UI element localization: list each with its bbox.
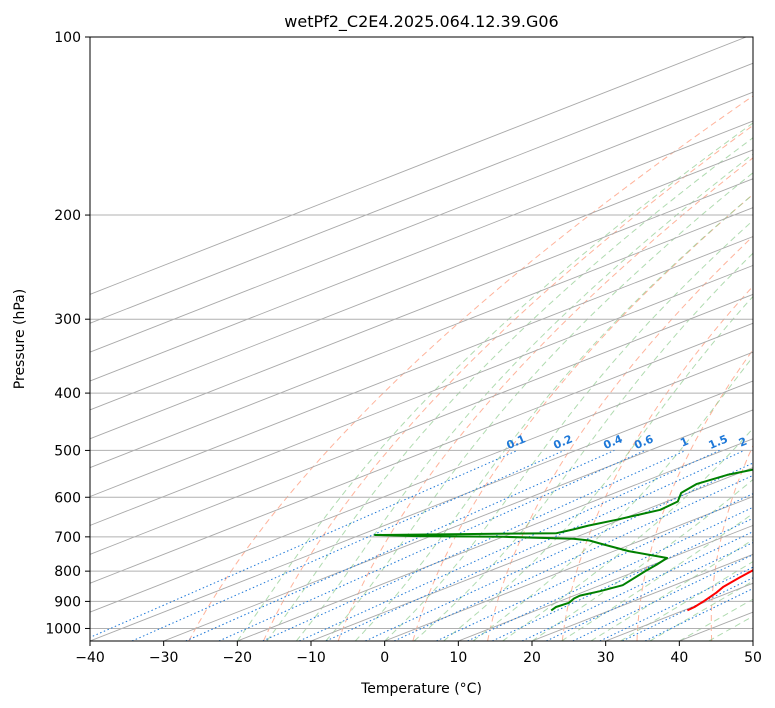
moist-adiabat-line bbox=[354, 193, 753, 641]
y-tick-label: 200 bbox=[54, 208, 81, 224]
y-tick-label: 100 bbox=[54, 30, 81, 46]
isotherm-line bbox=[90, 322, 753, 584]
y-tick-label: 1000 bbox=[45, 621, 81, 637]
moist-adiabat-line bbox=[325, 172, 753, 641]
chart-title: wetPf2_C2E4.2025.064.12.39.G06 bbox=[284, 12, 558, 32]
mixing-ratio-line bbox=[599, 566, 753, 641]
y-tick-label: 900 bbox=[54, 594, 81, 610]
mixing-ratio-line bbox=[325, 449, 745, 641]
moist-adiabat-line bbox=[649, 580, 753, 641]
y-tick-label: 700 bbox=[54, 530, 81, 546]
dewpoint-profile-line bbox=[374, 468, 753, 612]
dry-adiabat-line bbox=[636, 349, 753, 641]
dry-adiabat-line bbox=[263, 124, 753, 641]
x-axis-label: Temperature (°C) bbox=[360, 681, 482, 697]
isotherm-line bbox=[90, 380, 753, 641]
isotherm-line bbox=[90, 37, 747, 295]
mixing-ratio-line bbox=[365, 462, 753, 641]
mixing-ratio-line bbox=[262, 449, 686, 641]
isotherm-line bbox=[163, 409, 753, 641]
isotherm-line bbox=[90, 178, 753, 440]
moist-adiabat-line bbox=[620, 560, 753, 641]
x-tick-label: −40 bbox=[75, 650, 105, 666]
mixing-ratio-line bbox=[644, 587, 753, 641]
isotherm-line bbox=[458, 524, 753, 641]
x-tick-label: 10 bbox=[449, 650, 467, 666]
y-tick-label: 800 bbox=[54, 564, 81, 580]
isotherm-line bbox=[90, 62, 753, 324]
plot-frame bbox=[89, 36, 754, 642]
mixing-ratio-line bbox=[131, 449, 565, 641]
mixing-ratio-line bbox=[467, 506, 753, 641]
isotherm-line bbox=[90, 91, 753, 353]
y-tick-label: 400 bbox=[54, 386, 81, 402]
axes-ticks: −40 −30 −20 −10 0 10 20 30 40 50 100 200 300 400 500 60… bbox=[45, 30, 762, 666]
skewt-background-lines bbox=[90, 37, 753, 641]
x-tick-label: 20 bbox=[523, 650, 541, 666]
moist-adiabat-line bbox=[472, 355, 753, 641]
moist-adiabat-line bbox=[236, 122, 753, 641]
moist-adiabat-line bbox=[384, 219, 753, 641]
y-tick-label: 600 bbox=[54, 490, 81, 506]
mixing-ratio-line bbox=[299, 449, 720, 641]
isotherm-line bbox=[90, 120, 753, 382]
isotherm-line bbox=[90, 351, 753, 613]
y-tick-label: 500 bbox=[54, 443, 81, 459]
x-tick-label: −30 bbox=[149, 650, 179, 666]
dry-adiabat-line bbox=[561, 285, 753, 641]
dry-adiabat-line bbox=[337, 157, 753, 641]
x-tick-label: 50 bbox=[744, 650, 762, 666]
isotherm-line bbox=[237, 438, 753, 641]
moist-adiabat-line bbox=[266, 137, 753, 641]
dry-adiabat-line bbox=[188, 95, 753, 641]
x-tick-label: 30 bbox=[597, 650, 615, 666]
isotherm-line bbox=[90, 149, 753, 411]
isotherm-line bbox=[90, 207, 753, 469]
isotherm-line bbox=[90, 236, 753, 498]
skewt-line-labels: 0.10.20.40.611.52346810131620253036−100−… bbox=[505, 432, 749, 452]
x-tick-label: −20 bbox=[223, 650, 253, 666]
isotherm-line bbox=[90, 264, 753, 526]
isotherm-line bbox=[384, 496, 753, 641]
x-tick-label: 0 bbox=[380, 650, 389, 666]
x-tick-label: −10 bbox=[296, 650, 326, 666]
mixing-ratio-line bbox=[90, 449, 518, 638]
mixing-ratio-line bbox=[218, 449, 646, 641]
moist-adiabat-line bbox=[531, 478, 753, 641]
y-axis-label: Pressure (hPa) bbox=[12, 289, 28, 389]
moist-adiabat-line bbox=[502, 427, 753, 641]
sounding-profiles bbox=[374, 468, 753, 612]
isotherm-line bbox=[310, 467, 753, 641]
moist-adiabat-line bbox=[443, 295, 753, 641]
x-tick-label: 40 bbox=[670, 650, 688, 666]
isotherm-line bbox=[90, 293, 753, 555]
y-tick-label: 300 bbox=[54, 312, 81, 328]
dry-adiabat-line bbox=[487, 235, 753, 641]
